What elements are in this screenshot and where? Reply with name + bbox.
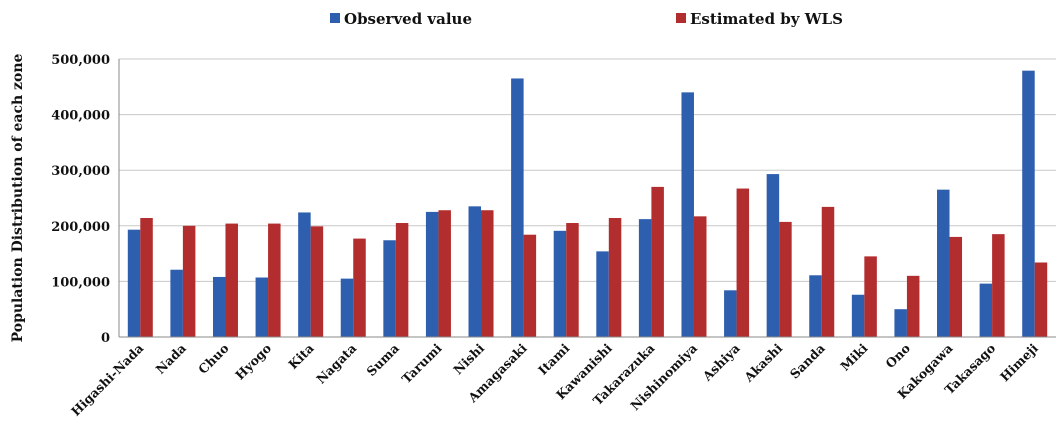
x-tick-label: Sanda: [787, 341, 828, 382]
bar-observed-miki: [851, 294, 865, 337]
x-tick-label: Itami: [535, 340, 572, 377]
x-tick-label: Suma: [363, 341, 402, 380]
bar-observed-tarumi: [425, 211, 439, 337]
y-axis-title: Population Distribution of each zone: [10, 53, 26, 342]
bar-observed-ono: [894, 309, 907, 337]
bar-observed-suma: [383, 240, 396, 337]
bar-estimated-suma: [395, 223, 409, 337]
bar-estimated-nishinomiya: [693, 216, 707, 337]
bar-observed-kita: [298, 212, 311, 337]
x-tick-label: Nishi: [450, 340, 487, 377]
legend-swatch-estimated: [676, 13, 686, 23]
bar-estimated-hyogo: [268, 223, 281, 337]
legend: Observed value Estimated by WLS: [330, 10, 843, 28]
bar-observed-nada: [170, 269, 183, 337]
bar-estimated-ono: [906, 275, 920, 337]
bar-estimated-itami: [566, 223, 579, 337]
bar-estimated-kakogawa: [949, 236, 963, 337]
bar-observed-himeji: [1022, 70, 1035, 338]
bar-observed-takarazuka: [638, 219, 652, 337]
x-tick-label: Higashi-Nada: [68, 341, 146, 419]
x-tick-label: Himeji: [997, 340, 1041, 384]
bar-estimated-takarazuka: [651, 186, 664, 337]
bar-observed-sanda: [809, 275, 822, 337]
bar-estimated-nagata: [353, 238, 366, 337]
bar-observed-kawanishi: [596, 251, 609, 337]
bar-estimated-chuo: [225, 223, 238, 337]
y-tick-label: 200,000: [51, 220, 110, 235]
bar-observed-amagasaki: [511, 78, 524, 338]
x-tick-label: Akashi: [740, 340, 785, 385]
bar-observed-nagata: [340, 278, 354, 337]
bar-estimated-nada: [182, 225, 196, 337]
bars: [127, 70, 1048, 338]
x-tick-label: Hyogo: [232, 341, 274, 383]
x-tick-label: Ashiya: [699, 341, 743, 385]
bar-observed-hyogo: [255, 277, 269, 337]
bar-observed-takasago: [979, 283, 993, 337]
bar-observed-nishi: [468, 206, 482, 337]
bar-estimated-tarumi: [438, 210, 451, 337]
legend-label-observed: Observed value: [344, 10, 472, 28]
x-tick-label: Chuo: [195, 341, 231, 377]
bar-estimated-nishi: [481, 210, 494, 337]
gridlines: [119, 58, 1056, 282]
y-tick-label: 300,000: [51, 164, 110, 179]
bar-observed-chuo: [212, 276, 226, 337]
y-tick-label: 0: [101, 331, 110, 346]
bar-estimated-kita: [310, 226, 324, 337]
bar-observed-nishinomiya: [681, 92, 694, 337]
bar-estimated-kawanishi: [608, 218, 622, 337]
legend-swatch-observed: [330, 13, 340, 23]
bar-estimated-amagasaki: [523, 234, 537, 337]
bar-estimated-ashiya: [736, 188, 750, 337]
y-tick-label: 400,000: [51, 109, 110, 124]
y-tick-label: 100,000: [51, 275, 110, 290]
bar-estimated-himeji: [1034, 262, 1048, 337]
bar-estimated-akashi: [779, 221, 792, 337]
bar-estimated-miki: [864, 256, 877, 337]
bar-estimated-higashi-nada: [140, 218, 153, 337]
bar-observed-itami: [553, 230, 567, 337]
bar-observed-kakogawa: [937, 189, 950, 337]
bar-observed-ashiya: [724, 290, 737, 337]
x-tick-label: Miki: [837, 340, 870, 373]
x-tick-label: Kita: [285, 341, 316, 372]
y-tick-label: 500,000: [51, 53, 110, 68]
x-tick-label: Tarumi: [399, 340, 445, 386]
axes: 0 100,000 200,000 300,000 400,000 500,000 Higa…: [51, 53, 1056, 419]
bar-observed-akashi: [766, 174, 780, 337]
x-tick-label: Nagata: [313, 341, 359, 387]
x-tick-label: Nada: [153, 341, 189, 377]
bar-observed-higashi-nada: [127, 229, 141, 337]
bar-estimated-sanda: [821, 206, 835, 337]
legend-label-estimated: Estimated by WLS: [690, 10, 843, 28]
bar-estimated-takasago: [992, 234, 1005, 337]
x-tick-label: Ono: [882, 341, 913, 372]
